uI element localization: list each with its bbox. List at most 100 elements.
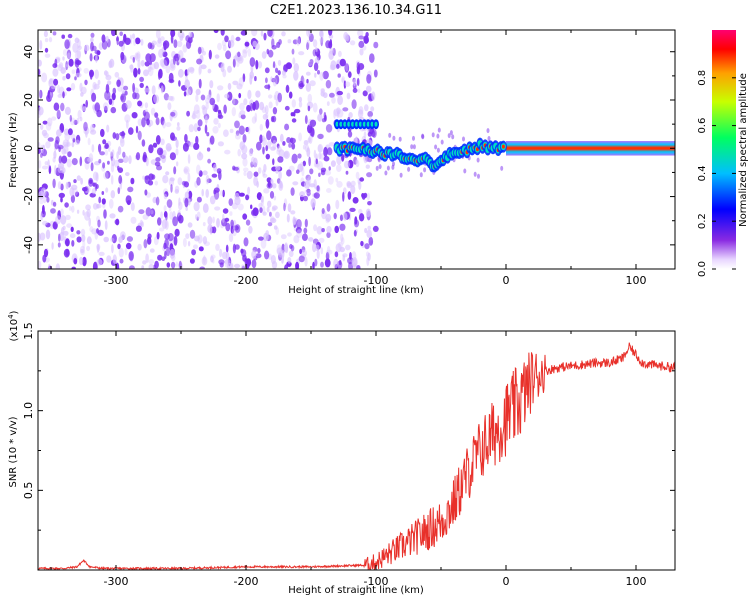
spectrogram-speckle <box>182 237 187 248</box>
spectrogram-speckle <box>58 233 61 242</box>
spectrogram-speckle <box>139 219 143 226</box>
spectrogram-speckle <box>218 170 222 181</box>
spectrogram-speckle <box>176 161 179 167</box>
spectrogram-speckle <box>273 195 277 201</box>
spectrogram-speckle <box>145 207 152 217</box>
spectrogram-speckle <box>82 106 87 112</box>
y-tick-label: -40 <box>22 236 35 254</box>
spectrogram-speckle <box>245 194 250 201</box>
y-tick-label: 20 <box>22 93 35 107</box>
spectrogram-speckle <box>76 230 81 235</box>
spectrogram-speckle <box>318 237 325 243</box>
spectrogram-speckle <box>247 126 251 135</box>
spectrogram-speckle <box>80 104 84 110</box>
spectrogram-speckle <box>151 85 156 95</box>
spectrogram-speckle <box>154 112 159 118</box>
spectrogram-speckle <box>309 183 316 188</box>
spectrogram-speckle <box>269 211 272 217</box>
spectrogram-speckle <box>192 110 196 116</box>
spectrogram-speckle <box>106 124 110 133</box>
x-tick-label: -200 <box>234 575 259 588</box>
spectrogram-speckle <box>170 30 176 38</box>
spectrogram-speckle <box>81 234 86 242</box>
spectrogram-speckle <box>276 247 283 256</box>
spectrogram-speckle <box>117 158 124 163</box>
spectrogram-speckle <box>330 60 337 70</box>
spectrogram-speckle <box>286 137 291 144</box>
spectrogram-speckle <box>375 165 379 171</box>
spectrogram-speckle <box>206 147 211 152</box>
spectrogram-speckle <box>71 141 75 148</box>
spectrogram-speckle <box>246 170 253 180</box>
spectrogram-speckle <box>39 232 46 241</box>
spectrogram-speckle <box>193 142 200 150</box>
spectrogram-speckle <box>341 77 345 84</box>
spectrogram-speckle <box>234 133 241 140</box>
spectrogram-speckle <box>297 153 302 159</box>
spectrogram-speckle <box>487 136 491 141</box>
spectrogram-speckle <box>368 236 374 246</box>
spectrogram-speckle <box>296 229 303 238</box>
spectrogram-speckle <box>109 198 114 209</box>
spectrogram-speckle <box>331 96 336 104</box>
spectrogram-speckle <box>178 68 184 78</box>
spectrogram-speckle <box>222 69 227 78</box>
spectrogram-speckle <box>184 197 189 208</box>
spectrogram-speckle <box>103 171 109 180</box>
spectrogram-speckle <box>79 245 86 256</box>
spectrogram-speckle <box>72 42 79 53</box>
spectrogram-speckle <box>304 115 308 125</box>
spectrogram-speckle <box>248 225 253 234</box>
spectrogram-speckle <box>347 130 353 138</box>
spectrogram-speckle <box>250 161 254 168</box>
spectrogram-speckle <box>283 202 286 212</box>
spectrogram-speckle <box>251 209 256 216</box>
spectrogram-speckle <box>119 131 126 137</box>
spectrogram-speckle <box>259 101 265 111</box>
spectrogram-speckle <box>80 177 83 185</box>
y-tick-label: 0.5 <box>22 482 35 500</box>
spectrogram-speckle <box>328 142 335 147</box>
spectrogram-speckle <box>183 166 190 175</box>
spectrogram-speckle <box>74 50 81 61</box>
x-tick-label: -300 <box>104 575 129 588</box>
spectrogram-speckle <box>373 41 379 49</box>
spectrogram-speckle <box>312 102 318 113</box>
spectrogram-speckle <box>70 133 76 140</box>
spectrogram-speckle <box>164 220 169 230</box>
spectrogram-speckle <box>278 39 282 45</box>
spectrogram-speckle <box>260 30 264 37</box>
spectrogram-speckle <box>96 50 101 56</box>
spectrogram-speckle <box>124 114 131 123</box>
spectrogram-speckle <box>249 57 256 67</box>
spectrogram-speckle <box>68 206 72 211</box>
spectrogram-speckle <box>298 96 303 103</box>
spectrogram-speckle <box>306 42 309 50</box>
spectrogram-speckle <box>70 82 76 91</box>
spectrogram-speckle <box>104 142 109 149</box>
spectrogram-speckle <box>334 251 339 258</box>
spectrogram-speckle <box>301 166 305 177</box>
spectrogram-speckle <box>120 138 125 148</box>
spectrogram-speckle <box>189 258 195 264</box>
spectrogram-speckle <box>280 234 287 240</box>
spectrogram-speckle <box>239 102 245 111</box>
spectrogram-speckle <box>196 211 201 220</box>
spectrogram-speckle <box>86 208 91 218</box>
spectrogram-speckle <box>325 79 332 89</box>
spectrogram-speckle <box>306 39 310 50</box>
spectrogram-speckle <box>272 158 275 166</box>
spectrogram-speckle <box>317 113 323 122</box>
spectrogram-speckle <box>195 214 198 220</box>
spectrogram-speckle <box>283 150 290 159</box>
spectrogram-speckle <box>364 104 369 112</box>
spectrogram-speckle <box>214 104 219 113</box>
spectrogram-speckle <box>75 191 80 197</box>
spectrogram-speckle <box>133 72 137 78</box>
spectrogram-speckle <box>323 111 327 121</box>
spectrogram-speckle <box>222 213 225 223</box>
spectrogram-speckle <box>288 250 294 258</box>
spectrogram-speckle <box>258 236 264 241</box>
spectrogram-speckle <box>76 175 81 181</box>
spectrogram-speckle <box>431 132 435 138</box>
